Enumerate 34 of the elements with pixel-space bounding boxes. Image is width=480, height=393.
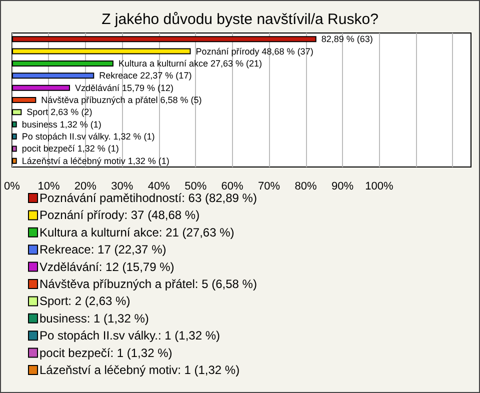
legend-label: pocit bezpečí: 1 (1,32 %) [40,346,172,360]
data-label: Kultura a kulturní akce 27,63 % (21) [118,58,262,68]
data-label: pocit bezpečí 1,32 % (1) [22,144,119,154]
x-tick-label: 80% [294,180,317,192]
legend-label: business: 1 (1,32 %) [40,311,149,326]
data-label: Sport 2,63 % (2) [26,107,92,118]
legend-label: Poznávání pamětihodností: 63 (82,89 %) [40,191,257,205]
x-tick-label: 30% [111,180,134,192]
x-tick-label: 60% [221,180,244,192]
data-label: Vzdělávání 15,79 % (12) [74,82,174,93]
legend-label: Kultura a kulturní akce: 21 (27,63 %) [40,225,234,240]
legend-label: Poznání přírody: 37 (48,68 %) [40,208,200,222]
legend-label: Sport: 2 (2,63 %) [40,294,130,308]
data-label: Návštěva příbuzných a přátel 6,58 % (5) [41,95,202,105]
legend-label: Návštěva příbuzných a přátel: 5 (6,58 %) [40,277,257,291]
x-tick-label: 20% [74,180,97,192]
data-label: Rekreace 22,37 % (17) [99,70,192,81]
x-tick-label: 90% [331,180,354,192]
x-tick-label: 50% [184,180,207,192]
x-tick-label: 70% [258,180,280,192]
x-tick-label: 40% [148,180,170,192]
x-tick-label: 10% [38,180,60,192]
legend-label: Lázeňství a léčebný motiv: 1 (1,32 %) [40,363,240,377]
legend-label: Rekreace: 17 (22,37 %) [40,242,166,257]
data-label: Po stopách II.sv války. 1,32 % (1) [22,132,155,142]
data-label: Poznání přírody 48,68 % (37) [196,46,314,56]
chart-title: Z jakého důvodu byste navštívil/a Rusko? [102,11,378,28]
legend-label: Po stopách II.sv války.: 1 (1,32 %) [40,328,220,343]
data-label: 82,89 % (63) [321,34,373,44]
data-label: business 1,32 % (1) [22,119,102,130]
x-tick-label: 0% [4,180,20,192]
legend-label: Vzdělávání: 12 (15,79 %) [40,260,174,274]
x-tick-label: 100% [365,180,394,192]
data-label: Lázeňství a léčebný motiv 1,32 % (1) [22,156,170,166]
